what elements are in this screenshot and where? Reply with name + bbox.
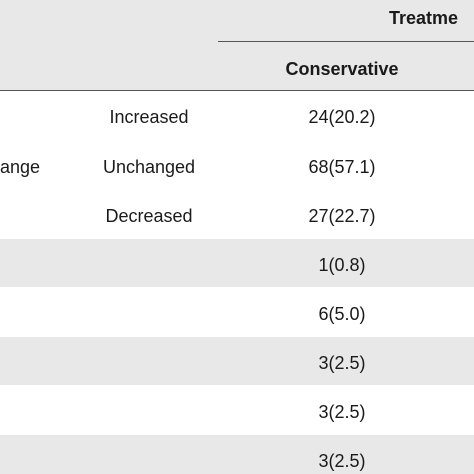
category-increased: Increased — [109, 107, 189, 127]
value-decreased: 27(22.7) — [308, 206, 376, 226]
category-unchanged: Unchanged — [102, 157, 196, 177]
table-row-value: 3(2.5) — [318, 353, 366, 373]
change-row-label: ange — [0, 157, 41, 177]
header-bottom-rule — [0, 90, 474, 91]
row-shade-2 — [0, 337, 474, 385]
treatment-group-title: Treatme — [389, 8, 459, 28]
category-decreased: Decreased — [105, 206, 193, 226]
table-row-value: 1(0.8) — [318, 255, 366, 275]
row-shade-3 — [0, 435, 474, 474]
group-header-rule — [218, 41, 474, 42]
value-unchanged: 68(57.1) — [308, 157, 376, 177]
row-shade-1 — [0, 239, 474, 287]
header-shade — [0, 0, 474, 90]
conservative-column-title: Conservative — [285, 59, 399, 79]
value-increased: 24(20.2) — [308, 107, 376, 127]
table-row-value: 3(2.5) — [318, 451, 366, 471]
table-row-value: 6(5.0) — [318, 304, 366, 324]
table-row-value: 3(2.5) — [318, 402, 366, 422]
